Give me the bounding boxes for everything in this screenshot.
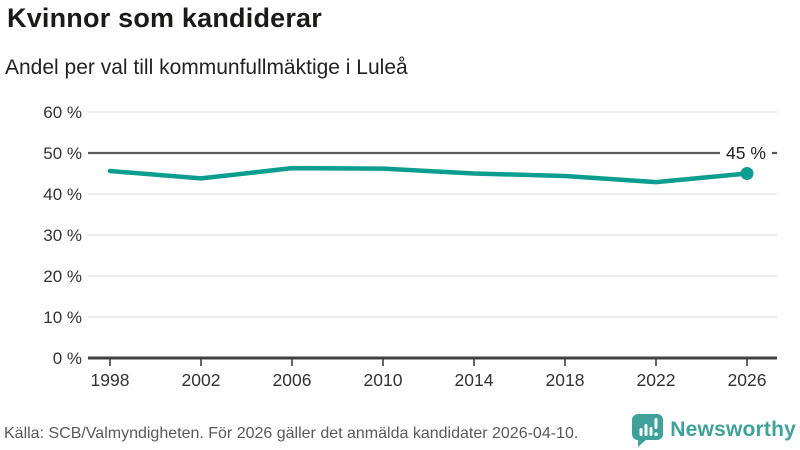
chart-title: Kvinnor som kandiderar <box>7 3 322 33</box>
y-tick-label: 60 % <box>43 103 82 122</box>
line-chart: 0 % 10 % 20 % 30 % 40 % 50 % 60 % 1998 2002 2006 2… <box>0 95 800 395</box>
x-tick-label: 2018 <box>546 370 585 390</box>
x-tick-label: 2022 <box>637 370 676 390</box>
x-tick-label: 2010 <box>364 370 403 390</box>
x-tick-label: 2014 <box>455 370 494 390</box>
y-tick-label: 0 % <box>53 349 82 368</box>
source-note: Källa: SCB/Valmyndigheten. För 2026 gäll… <box>4 425 579 442</box>
data-point-last <box>740 167 754 180</box>
y-tick-label: 40 % <box>43 185 82 204</box>
chart-subtitle: Andel per val till kommunfullmäktige i L… <box>5 56 408 79</box>
x-tick-label: 2006 <box>273 370 312 390</box>
y-tick-label: 30 % <box>43 226 82 245</box>
newsworthy-logo: Newsworthy <box>631 413 796 447</box>
y-tick-label: 50 % <box>43 144 82 163</box>
newsworthy-icon <box>632 414 664 447</box>
y-tick-label: 10 % <box>43 308 82 327</box>
last-value-label: 45 % <box>726 143 766 163</box>
data-line <box>107 165 750 185</box>
value-label-background <box>720 141 772 165</box>
newsworthy-wordmark: Newsworthy <box>670 418 796 441</box>
x-tick-label: 2002 <box>182 370 221 390</box>
x-tick-label: 2026 <box>728 370 767 390</box>
x-tick-label: 1998 <box>91 370 130 390</box>
chart-canvas: 0 % 10 % 20 % 30 % 40 % 50 % 60 % 1998 2002 2006 2… <box>43 103 777 390</box>
y-tick-label: 20 % <box>43 267 82 286</box>
